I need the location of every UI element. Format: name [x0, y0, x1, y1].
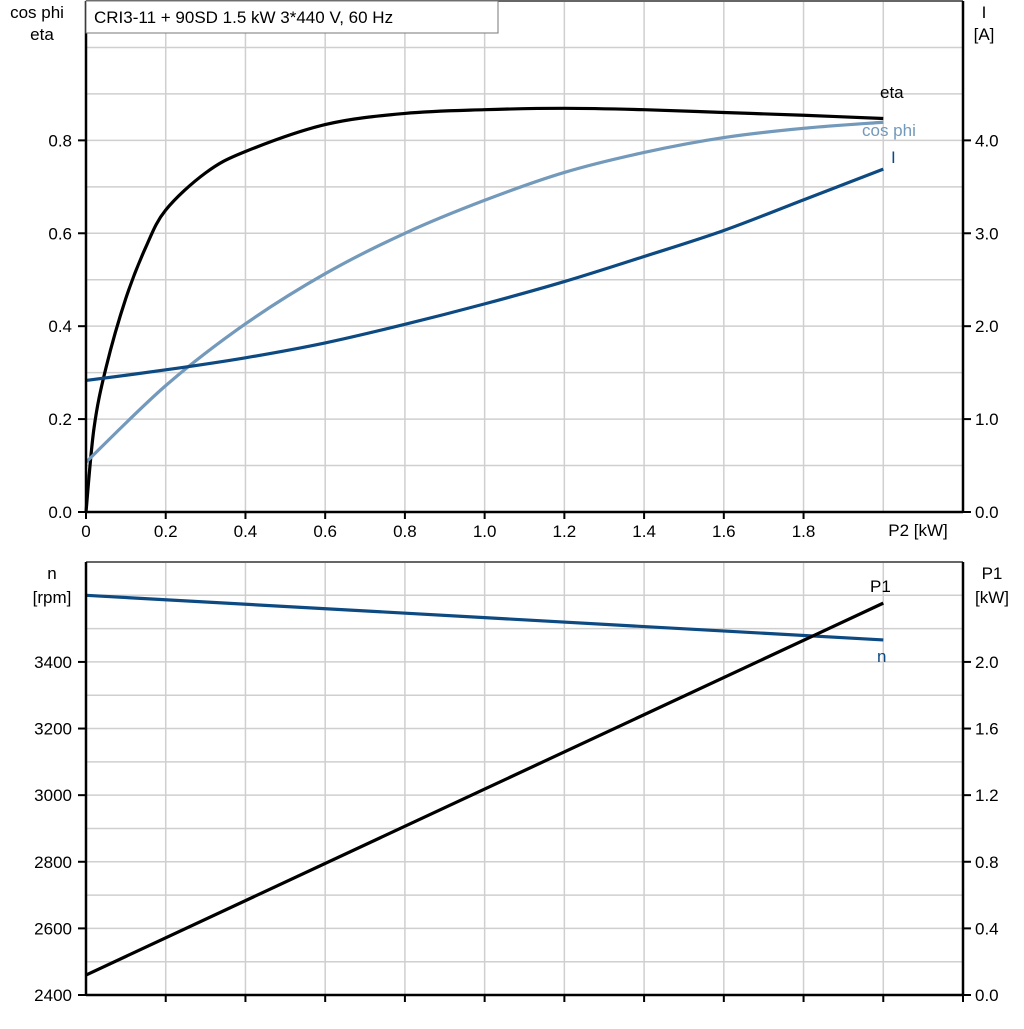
series-line-n: [85, 593, 884, 642]
y-tick-label-right: 0.4: [975, 919, 999, 938]
top-grid: [86, 0, 964, 512]
series-line-eta: [84, 106, 884, 513]
series-label-i: I: [891, 148, 896, 167]
x-tick-label: 0.4: [234, 522, 258, 541]
title-box: [85, 0, 499, 34]
bottom-right-ylabel-2: [kW]: [975, 588, 1009, 607]
y-tick-label-left: 2400: [34, 986, 72, 1005]
bottom-grid: [86, 561, 964, 995]
axes: 0.0 0.2 0.4 0.6 0.8 0.0 1.0 2.0 3.0 4.0 0 0.2 0.4 0.6…: [34, 0, 999, 1005]
y-tick-label-right: 0.0: [975, 503, 999, 522]
bottom-right-ylabel-1: P1: [982, 564, 1003, 583]
y-tick-label-left: 0.8: [48, 131, 72, 150]
y-tick-label-right: 2.0: [975, 317, 999, 336]
labels: CRI3-11 + 90SD 1.5 kW 3*440 V, 60 Hz cos…: [10, 0, 1009, 666]
series-line-p1: [85, 601, 884, 977]
top-right-ylabel-2: [A]: [974, 25, 995, 44]
series-lines: [84, 106, 884, 977]
x-tick-label: 1.4: [632, 522, 656, 541]
y-tick-label-right: 1.2: [975, 786, 999, 805]
x-tick-label: 1.8: [792, 522, 816, 541]
series-line-cos-phi: [84, 120, 884, 464]
top-xlabel: P2 [kW]: [888, 521, 948, 540]
chart-title: CRI3-11 + 90SD 1.5 kW 3*440 V, 60 Hz: [94, 8, 393, 27]
y-tick-label-left: 3400: [34, 653, 72, 672]
x-tick-label: 1.6: [712, 522, 736, 541]
y-tick-label-left: 0.2: [48, 410, 72, 429]
y-tick-label-right: 1.6: [975, 720, 999, 739]
y-tick-label-left: 2800: [34, 853, 72, 872]
x-tick-label: 1.0: [473, 522, 497, 541]
series-label-eta: eta: [880, 83, 904, 102]
series-label-cos-phi: cos phi: [862, 121, 916, 140]
y-tick-label-left: 3200: [34, 720, 72, 739]
series-line-i: [85, 167, 884, 383]
x-tick-label: 0: [81, 522, 90, 541]
top-left-ylabel-1: cos phi: [10, 3, 64, 22]
y-tick-label-left: 0.4: [48, 317, 72, 336]
top-left-ylabel-2: eta: [30, 25, 54, 44]
series-label-p1: P1: [870, 577, 891, 596]
y-tick-label-left: 0.0: [48, 503, 72, 522]
y-tick-label-right: 4.0: [975, 131, 999, 150]
y-tick-label-right: 0.8: [975, 853, 999, 872]
y-tick-label-right: 1.0: [975, 410, 999, 429]
x-tick-label: 1.2: [553, 522, 577, 541]
y-tick-label-right: 0.0: [975, 986, 999, 1005]
y-tick-label-right: 2.0: [975, 653, 999, 672]
x-tick-label: 0.6: [313, 522, 337, 541]
y-tick-label-left: 3000: [34, 786, 72, 805]
bottom-left-ylabel-1: n: [47, 564, 56, 583]
bottom-left-ylabel-2: [rpm]: [33, 588, 72, 607]
x-tick-label: 0.2: [154, 522, 178, 541]
x-tick-label: 0.8: [393, 522, 417, 541]
top-right-ylabel-1: I: [982, 3, 987, 22]
series-label-n: n: [877, 647, 886, 666]
y-tick-label-left: 2600: [34, 919, 72, 938]
y-tick-label-right: 3.0: [975, 224, 999, 243]
y-tick-label-left: 0.6: [48, 224, 72, 243]
